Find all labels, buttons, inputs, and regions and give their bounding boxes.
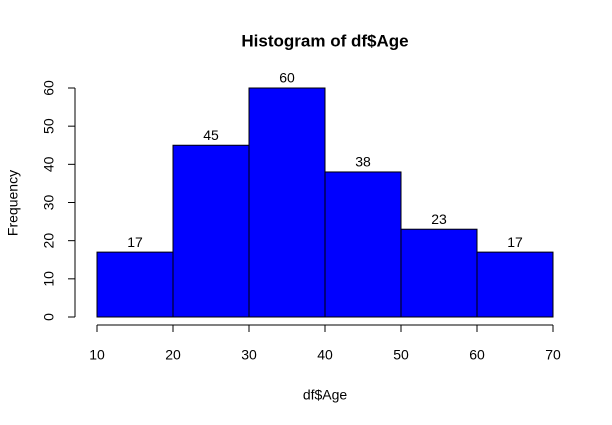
data-label: 23 — [431, 211, 447, 227]
bar — [400, 228, 478, 318]
y-tick-label: 0 — [41, 313, 57, 321]
y-tick-label: 30 — [41, 195, 57, 211]
x-tick-label: 40 — [317, 347, 333, 363]
data-label: 45 — [203, 127, 219, 143]
y-tick-label: 60 — [41, 80, 57, 96]
data-label: 60 — [279, 70, 295, 86]
data-label: 38 — [355, 154, 371, 170]
data-label: 17 — [127, 234, 143, 250]
x-tick-label: 10 — [89, 347, 105, 363]
bar — [96, 251, 174, 318]
bar — [324, 171, 402, 318]
bar — [248, 87, 326, 318]
x-tick-label: 70 — [545, 347, 561, 363]
y-axis-label: Frequency — [5, 170, 21, 236]
x-tick-label: 20 — [165, 347, 181, 363]
bar — [172, 144, 250, 318]
y-tick-label: 40 — [41, 156, 57, 172]
chart-title: Histogram of df$Age — [241, 31, 408, 50]
x-tick-label: 30 — [241, 347, 257, 363]
y-tick-label: 20 — [41, 233, 57, 249]
x-tick-label: 60 — [469, 347, 485, 363]
data-label: 17 — [507, 234, 523, 250]
y-tick-label: 50 — [41, 118, 57, 134]
x-tick-label: 50 — [393, 347, 409, 363]
x-axis-label: df$Age — [303, 387, 348, 403]
y-tick-label: 10 — [41, 271, 57, 287]
bar — [476, 251, 554, 318]
